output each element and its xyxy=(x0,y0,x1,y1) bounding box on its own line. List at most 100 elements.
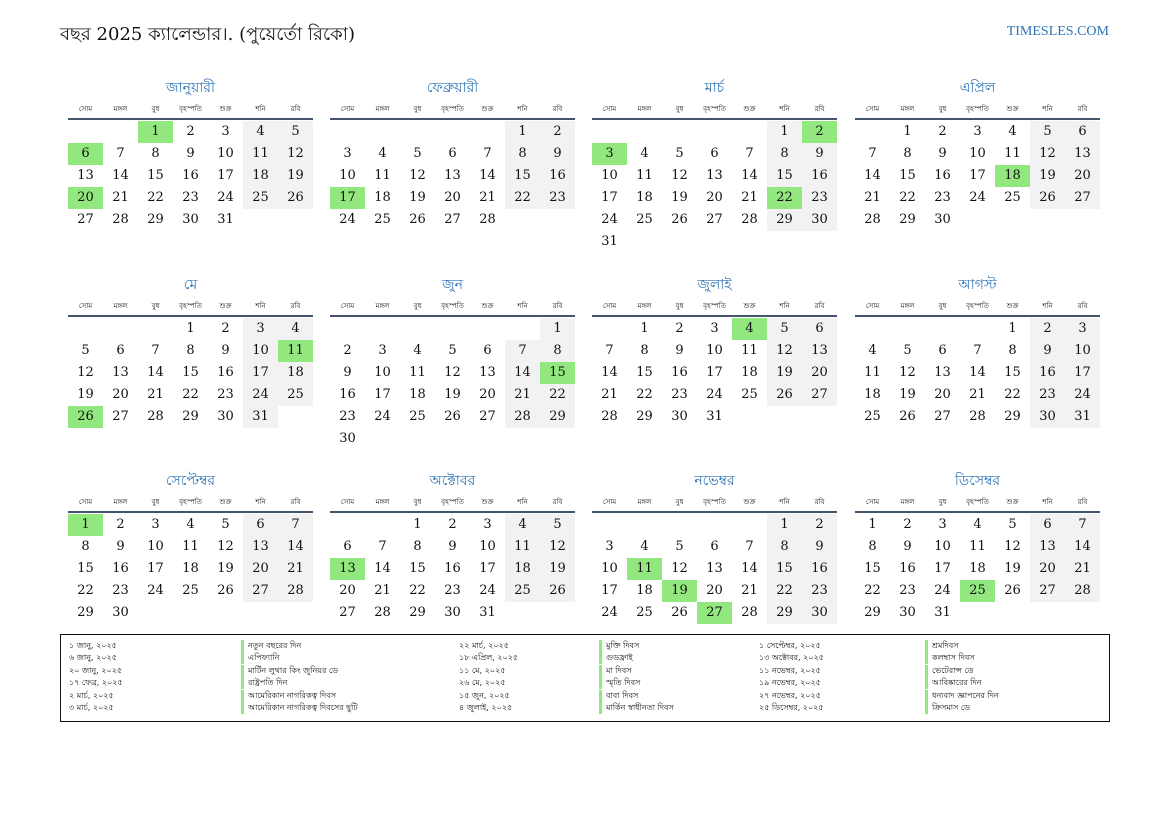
day-cell: 6 xyxy=(1065,121,1100,143)
legend-holiday-name: ধন্যবাদ জ্ঞাপনের দিন xyxy=(932,690,999,700)
month-block: অক্টোবর সোম মঙ্গল বুধ বৃহস্পতি শুক্র শনি রবি 1 2 3… xyxy=(330,469,575,659)
day-cell: 22 xyxy=(147,190,164,205)
day-cell: 16 xyxy=(1030,362,1065,384)
day-cell: 16 xyxy=(540,165,575,187)
day-cell: 28 xyxy=(505,406,540,428)
day-cell: 19 xyxy=(899,387,916,402)
legend-date: ৬ জানু, ২০২৫ xyxy=(69,653,117,663)
weekday-header: শনি xyxy=(779,105,790,113)
holiday-day-cell: 19 xyxy=(662,580,697,602)
day-cell: 2 xyxy=(675,321,684,336)
day-cell: 7 xyxy=(505,340,540,362)
legend-date: ২ মার্চ, ২০২৫ xyxy=(69,690,114,700)
day-cell: 16 xyxy=(934,168,951,183)
weekday-header: শনি xyxy=(255,498,266,506)
weekday-header: শনি xyxy=(517,302,528,310)
day-cell: 26 xyxy=(217,583,234,598)
site-link[interactable]: TIMESLES.COM xyxy=(1006,24,1109,39)
day-cell: 1 xyxy=(1008,321,1017,336)
day-cell: 17 xyxy=(479,561,496,576)
weekday-header: সোম xyxy=(865,302,880,310)
day-cell: 26 xyxy=(1004,583,1021,598)
day-cell: 30 xyxy=(802,602,837,624)
day-cell: 26 xyxy=(409,212,426,227)
day-cell: 24 xyxy=(339,212,356,227)
holiday-day-cell: 17 xyxy=(330,187,365,209)
day-cell: 8 xyxy=(1008,343,1017,358)
day-cell: 15 xyxy=(864,561,881,576)
day-cell: 23 xyxy=(671,387,688,402)
day-cell: 3 xyxy=(1065,318,1100,340)
weekday-header: রবি xyxy=(814,498,825,506)
weekday-header: রবি xyxy=(552,105,563,113)
day-cell: 11 xyxy=(409,365,426,380)
day-cell: 4 xyxy=(243,121,278,143)
day-cell: 14 xyxy=(278,536,313,558)
weekday-header: শনি xyxy=(517,498,528,506)
day-cell: 20 xyxy=(706,583,723,598)
holiday-day-cell: 3 xyxy=(592,143,627,165)
legend-date: ৪ জুলাই, ২০২৫ xyxy=(459,703,513,712)
day-cell: 5 xyxy=(221,517,230,532)
day-cell: 6 xyxy=(243,514,278,536)
day-cell: 10 xyxy=(243,340,278,362)
day-cell: 27 xyxy=(444,212,461,227)
weekday-header: রবি xyxy=(1077,105,1088,113)
month-block: আগস্ট সোম মঙ্গল বুধ বৃহস্পতি শুক্র শনি রবি 1 2 3 4 5… xyxy=(855,273,1100,463)
day-cell: 11 xyxy=(741,343,758,358)
legend-color-mark xyxy=(599,702,602,714)
month-name: ডিসেম্বর xyxy=(954,473,1001,489)
day-cell: 9 xyxy=(540,143,575,165)
weekday-header: মঙ্গল xyxy=(900,302,915,310)
day-cell: 10 xyxy=(1065,340,1100,362)
day-cell: 25 xyxy=(409,409,426,424)
day-cell: 13 xyxy=(112,365,129,380)
day-cell: 25 xyxy=(741,387,758,402)
day-cell: 16 xyxy=(802,165,837,187)
holiday-day-cell: 25 xyxy=(960,580,995,602)
day-cell: 7 xyxy=(973,343,982,358)
day-cell: 29 xyxy=(147,212,164,227)
day-cell: 4 xyxy=(868,343,877,358)
day-cell: 2 xyxy=(903,517,912,532)
weekday-header: শনি xyxy=(1042,105,1053,113)
day-cell: 19 xyxy=(1004,561,1021,576)
day-cell: 18 xyxy=(409,387,426,402)
day-cell: 24 xyxy=(243,384,278,406)
day-cell: 1 xyxy=(540,318,575,340)
day-cell: 29 xyxy=(409,605,426,620)
legend-holiday-name: মুক্তি দিবস xyxy=(606,641,640,650)
header-rule xyxy=(592,118,837,120)
month-name: মার্চ xyxy=(704,80,725,96)
day-cell: 28 xyxy=(278,580,313,602)
day-cell: 26 xyxy=(444,409,461,424)
day-cell: 25 xyxy=(182,583,199,598)
weekday-header: শনি xyxy=(1042,498,1053,506)
day-cell: 14 xyxy=(741,561,758,576)
weekday-header: সোম xyxy=(340,498,355,506)
day-cell: 15 xyxy=(409,561,426,576)
day-cell: 30 xyxy=(217,409,234,424)
weekday-header: বৃহস্পতি xyxy=(703,105,726,113)
day-cell: 23 xyxy=(217,387,234,402)
weekday-header: সোম xyxy=(340,105,355,113)
month-block: সেপ্টেম্বর সোম মঙ্গল বুধ বৃহস্পতি শুক্র শনি রবি… xyxy=(68,469,313,659)
day-cell: 23 xyxy=(899,583,916,598)
day-cell: 18 xyxy=(243,165,278,187)
legend-color-mark xyxy=(241,677,244,690)
holiday-day-cell: 20 xyxy=(68,187,103,209)
month-block: ফেব্রুয়ারী সোম মঙ্গল বুধ বৃহস্পতি শুক্র শনি রব… xyxy=(330,76,575,266)
day-cell: 25 xyxy=(1004,190,1021,205)
weekday-header: বৃহস্পতি xyxy=(179,498,202,506)
day-cell: 21 xyxy=(505,384,540,406)
day-cell: 5 xyxy=(1030,121,1065,143)
day-cell: 12 xyxy=(1004,539,1021,554)
day-cell: 12 xyxy=(767,340,802,362)
day-cell: 2 xyxy=(1030,318,1065,340)
day-cell: 29 xyxy=(182,409,199,424)
day-cell: 24 xyxy=(934,583,951,598)
holiday-day-cell: 27 xyxy=(697,602,732,624)
day-cell: 28 xyxy=(479,212,496,227)
day-cell: 14 xyxy=(1065,536,1100,558)
day-cell: 23 xyxy=(802,580,837,602)
